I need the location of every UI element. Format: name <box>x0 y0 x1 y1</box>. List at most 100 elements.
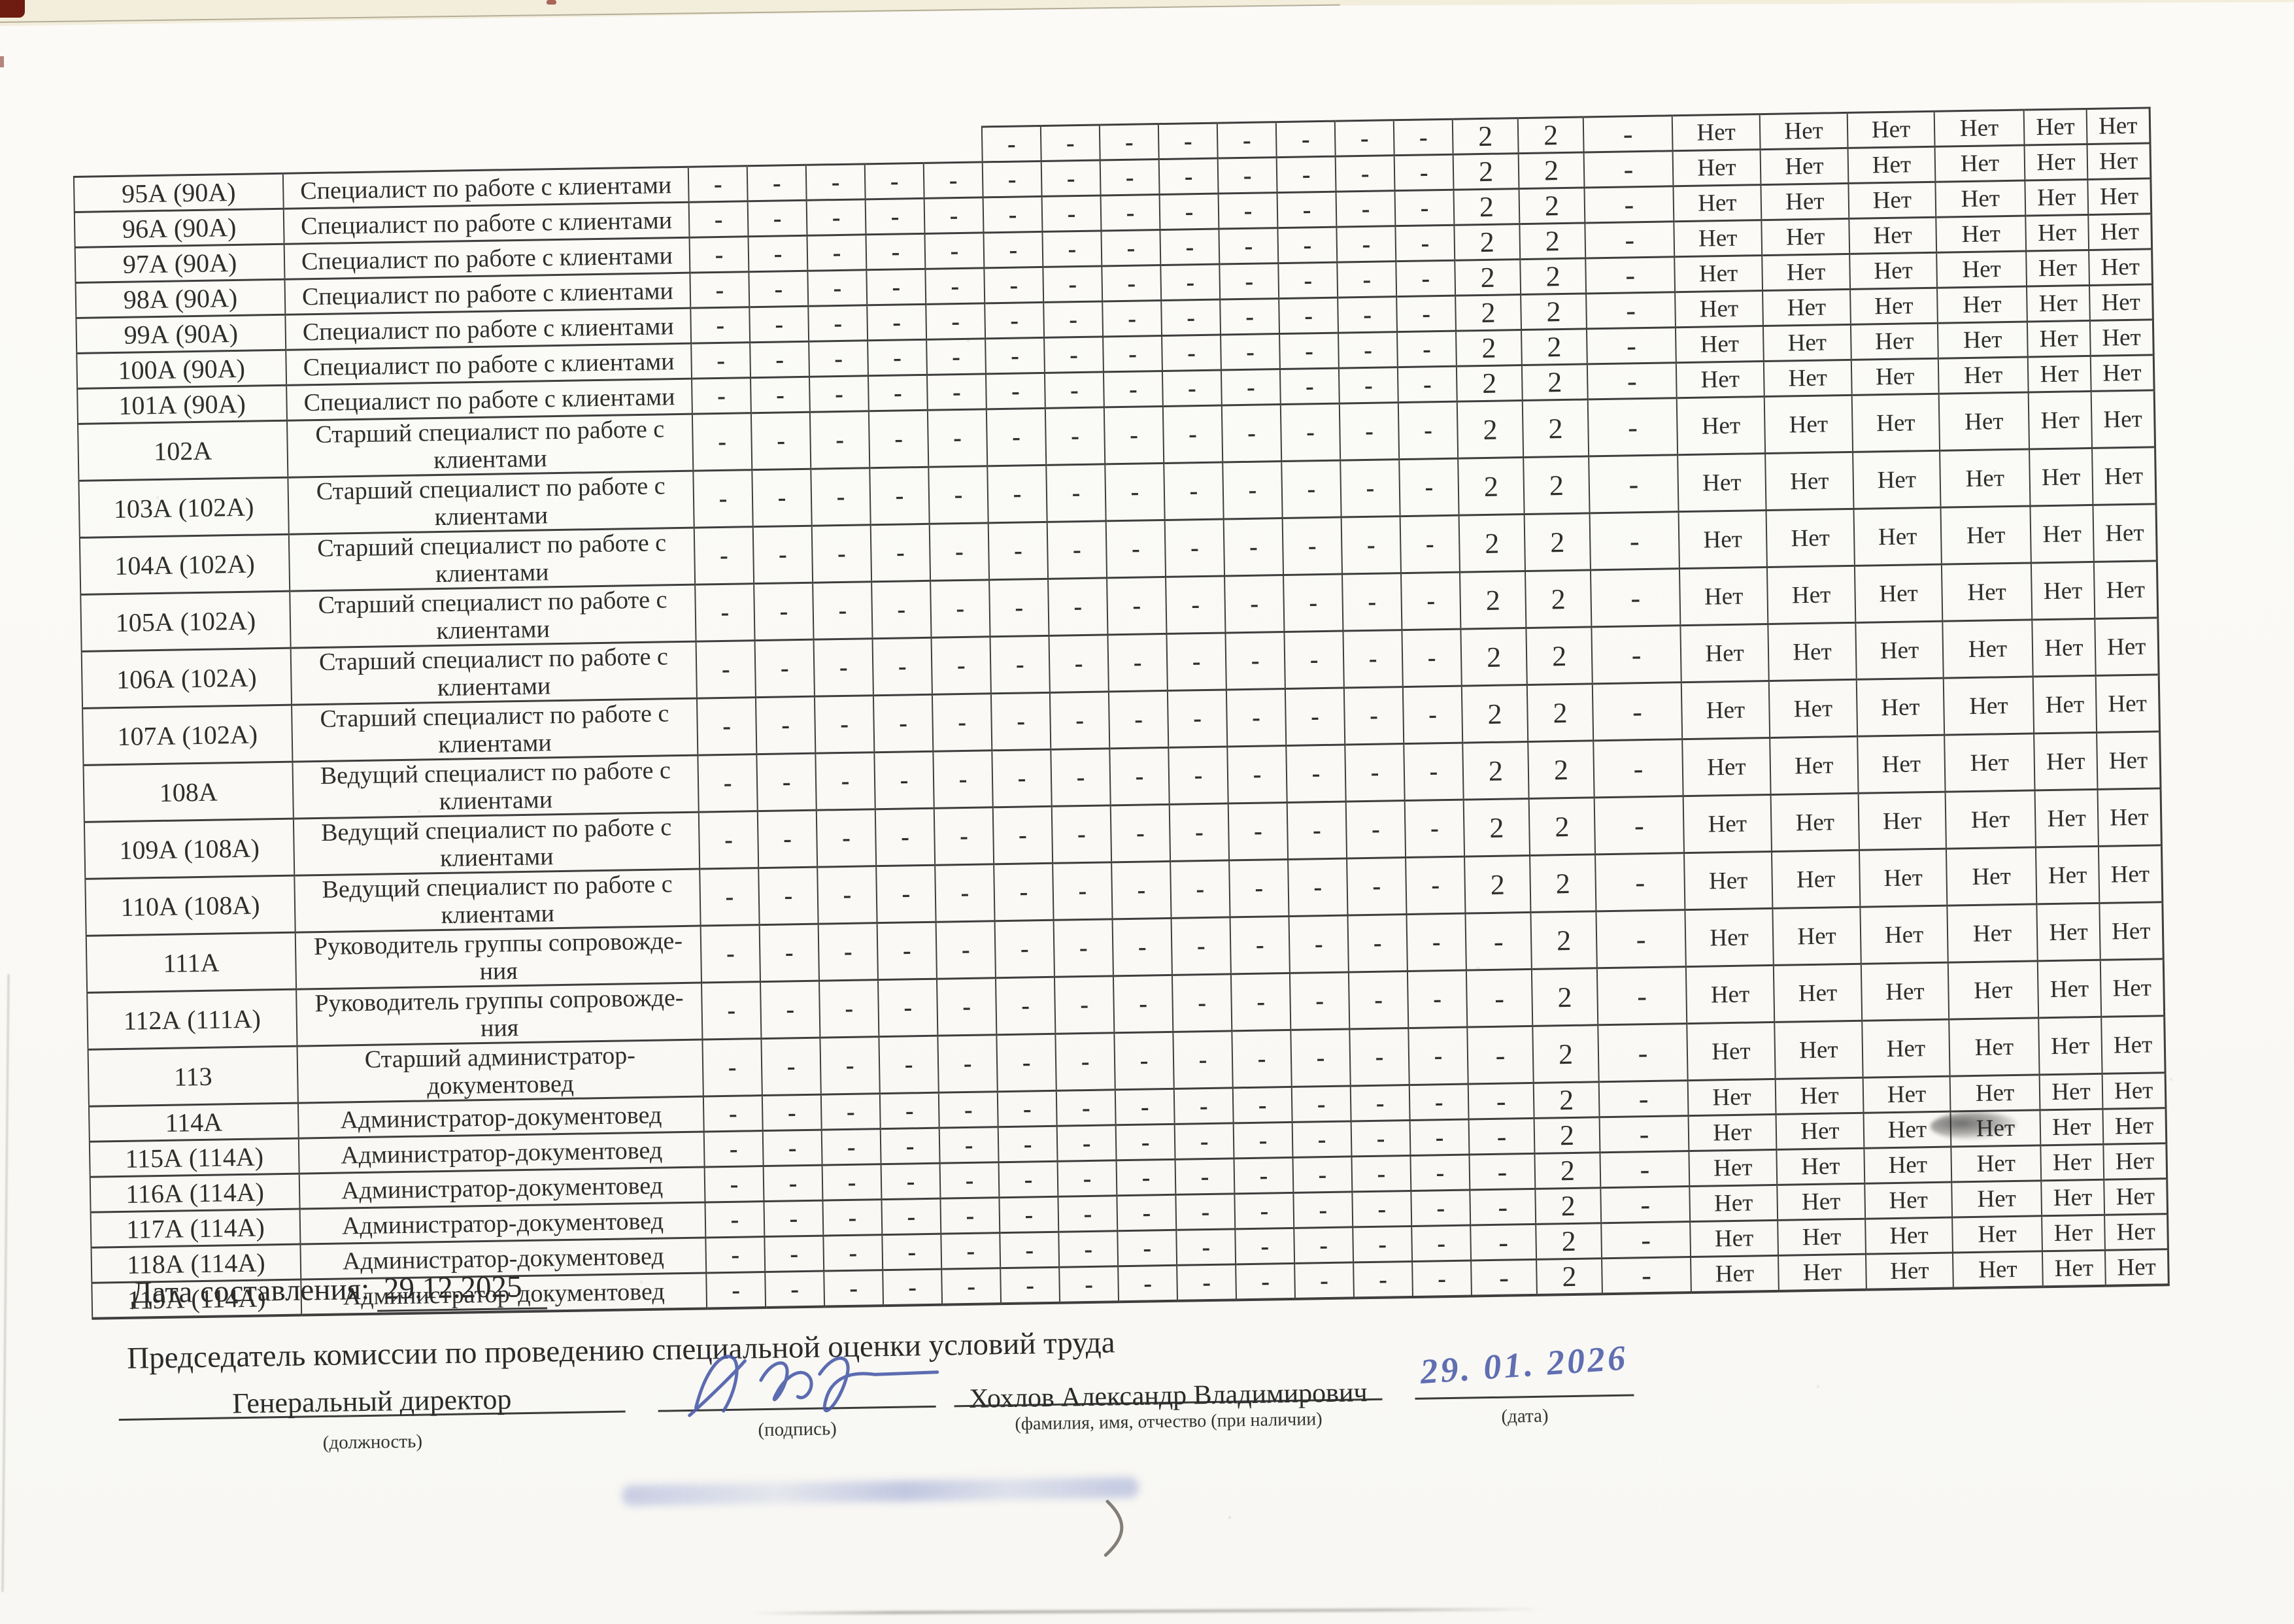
factor-class-cell: - <box>747 200 807 237</box>
final-class-cell: - <box>1470 1189 1536 1226</box>
factor-class-cell: - <box>925 267 985 305</box>
profession-cell: Специалист по работе с клиентами <box>284 273 691 315</box>
final-class-cell: 2 <box>1462 741 1529 800</box>
factor-class-cell: - <box>1100 159 1160 195</box>
factor-class-cell: - <box>1338 331 1398 369</box>
siz-dash-cell: - <box>1598 1080 1689 1117</box>
final-class-cell: 2 <box>1459 571 1527 630</box>
factor-class-cell: - <box>814 695 875 754</box>
benefit-cell: Нет <box>1770 793 1859 852</box>
final-class-siz-cell: 2 <box>1534 1117 1600 1154</box>
factor-class-cell: - <box>1117 1230 1177 1266</box>
factor-class-cell: - <box>1113 975 1173 1033</box>
benefit-cell: Нет <box>2035 846 2100 904</box>
factor-class-cell: - <box>1057 1160 1117 1197</box>
benefit-cell: Нет <box>2029 448 2093 506</box>
factor-class-cell: - <box>1114 1032 1174 1090</box>
benefit-cell: Нет <box>2038 1017 2102 1075</box>
siz-dash-cell: - <box>1596 909 1686 968</box>
benefit-cell: Нет <box>1672 114 1761 151</box>
benefit-cell: Нет <box>1776 1148 1865 1185</box>
factor-class-cell: - <box>1041 160 1101 197</box>
benefit-cell: Нет <box>1850 288 1938 325</box>
factor-class-cell: - <box>811 524 872 583</box>
factor-class-cell <box>923 127 983 163</box>
benefit-cell: Нет <box>1935 180 2026 218</box>
siz-dash-cell: - <box>1584 186 1674 223</box>
factor-class-cell: - <box>992 749 1052 807</box>
factor-class-cell: - <box>755 696 816 754</box>
siz-dash-cell: - <box>1601 1221 1691 1259</box>
workplace-number-cell: 103А (102А) <box>78 477 289 538</box>
factor-class-cell: - <box>1286 745 1346 803</box>
factor-class-cell: - <box>1341 516 1402 575</box>
factor-class-cell: - <box>1228 802 1289 860</box>
final-class-cell: - <box>1467 1026 1534 1085</box>
final-class-cell: - <box>1465 912 1532 971</box>
factor-class-cell: - <box>1112 918 1172 976</box>
factor-class-cell: - <box>983 196 1043 233</box>
siz-dash-cell: - <box>1602 1257 1691 1294</box>
factor-class-cell: - <box>1287 802 1347 860</box>
factor-class-cell: - <box>992 806 1053 864</box>
benefit-cell: Нет <box>1689 1185 1778 1222</box>
workplace-number-cell: 108А <box>83 762 294 822</box>
final-class-siz-cell: 2 <box>1528 740 1594 799</box>
benefit-cell: Нет <box>2088 213 2152 250</box>
factor-class-cell: - <box>1220 298 1280 335</box>
final-class-siz-cell: 2 <box>1532 1024 1599 1083</box>
factor-class-cell: - <box>877 979 938 1037</box>
factor-class-cell: - <box>869 467 930 525</box>
factor-class-cell: - <box>926 373 987 411</box>
factor-class-cell: - <box>866 269 926 305</box>
benefit-cell: Нет <box>1857 735 1946 794</box>
factor-class-cell: - <box>1041 195 1102 232</box>
siz-dash-cell: - <box>1586 327 1676 364</box>
factor-class-cell: - <box>883 1269 943 1306</box>
benefit-cell: Нет <box>1773 964 1863 1023</box>
factor-class-cell: - <box>983 231 1043 268</box>
workplace-number-cell: 99А (90А) <box>76 314 286 354</box>
final-class-siz-cell: 2 <box>1531 968 1598 1026</box>
factor-class-cell: - <box>872 637 932 696</box>
benefit-cell: Нет <box>1856 678 1945 737</box>
factor-class-cell: - <box>1109 747 1170 805</box>
siz-dash-cell: - <box>1592 682 1683 741</box>
benefit-cell: Нет <box>1765 452 1854 511</box>
factor-class-cell: - <box>1289 915 1349 973</box>
factor-class-cell: - <box>1275 121 1336 158</box>
benefit-cell: Нет <box>1848 182 1936 219</box>
factor-class-cell: - <box>1162 405 1223 464</box>
factor-class-cell: - <box>879 1092 939 1129</box>
factor-class-cell: - <box>939 1162 1000 1199</box>
factor-class-cell: - <box>1411 1225 1472 1262</box>
factor-class-cell: - <box>822 1199 883 1236</box>
benefit-cell: Нет <box>2027 320 2091 358</box>
benefit-cell: Нет <box>1778 1219 1866 1256</box>
factor-class-cell: - <box>1162 335 1221 371</box>
factor-class-cell: - <box>1336 226 1396 263</box>
factor-class-cell: - <box>1226 688 1287 747</box>
factor-class-cell: - <box>1100 194 1160 231</box>
benefit-cell: Нет <box>2027 356 2091 392</box>
factor-class-cell: - <box>1407 970 1468 1028</box>
final-class-cell: 2 <box>1456 330 1522 367</box>
factor-class-cell: - <box>1221 333 1280 371</box>
benefit-cell: Нет <box>1863 1076 1951 1113</box>
factor-class-cell: - <box>990 635 1050 694</box>
factor-class-cell: - <box>763 1165 823 1202</box>
factor-class-cell: - <box>1397 331 1457 367</box>
factor-class-cell: - <box>1277 192 1337 228</box>
factor-class-cell: - <box>1107 634 1168 692</box>
workplace-number-cell: 97А (90А) <box>75 244 285 283</box>
benefit-cell: Нет <box>2036 903 2100 961</box>
factor-class-cell: - <box>1350 1085 1410 1121</box>
factor-class-cell: - <box>815 752 875 811</box>
factor-class-cell: - <box>1227 745 1287 804</box>
benefit-cell: Нет <box>1761 183 1849 220</box>
factor-class-cell: - <box>1158 158 1219 195</box>
factor-class-cell: - <box>1337 261 1397 298</box>
benefit-cell: Нет <box>1690 1220 1779 1257</box>
factor-class-cell: - <box>764 1236 824 1272</box>
benefit-cell: Нет <box>2091 390 2155 448</box>
